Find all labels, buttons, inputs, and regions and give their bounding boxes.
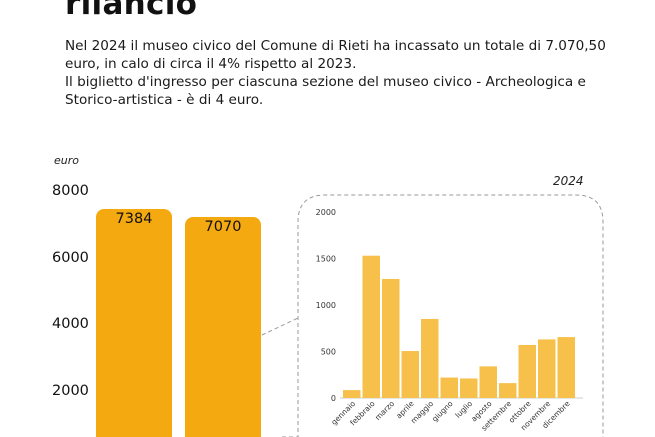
y-tick-label: 2000 <box>52 383 89 399</box>
y-axis-unit-label: euro <box>54 154 79 167</box>
inset-y-tick-label: 2000 <box>316 208 336 217</box>
monthly-bar <box>343 390 361 398</box>
annual-bar <box>96 209 172 437</box>
inset-y-tick-label: 0 <box>331 394 336 403</box>
monthly-bar <box>479 366 497 398</box>
monthly-bar <box>518 344 536 398</box>
inset-y-tick-label: 500 <box>321 348 336 357</box>
intro-line-1: Nel 2024 il museo civico del Comune di R… <box>65 38 606 54</box>
monthly-bar <box>499 383 517 398</box>
monthly-bar <box>362 255 380 398</box>
y-tick-label: 8000 <box>52 183 89 199</box>
monthly-bar <box>440 377 458 398</box>
inset-x-tick-label: giugno <box>430 399 455 424</box>
intro-line-3: Il biglietto d'ingresso per ciascuna sez… <box>65 74 586 90</box>
monthly-bar <box>382 278 400 398</box>
monthly-bar <box>538 339 556 398</box>
inset-y-tick-label: 1000 <box>316 301 336 310</box>
monthly-chart-year-label: 2024 <box>553 174 584 188</box>
connector-line <box>261 317 299 336</box>
intro-line-2: euro, in calo di circa il 4% rispetto al… <box>65 56 357 72</box>
inset-y-tick-label: 1500 <box>316 255 336 264</box>
page-title: rilancio <box>65 0 198 22</box>
annual-bar-data-label: 7070 <box>204 219 242 236</box>
inset-x-tick-label: marzo <box>373 399 396 422</box>
y-tick-label: 4000 <box>52 316 89 332</box>
monthly-bar <box>421 318 439 398</box>
annual-bar <box>185 217 261 437</box>
inset-outline <box>282 194 604 437</box>
monthly-bar <box>460 378 478 398</box>
intro-line-4: Storico-artistica - è di 4 euro. <box>65 92 264 108</box>
monthly-bar <box>401 351 419 398</box>
annual-bar-data-label: 7384 <box>115 211 153 228</box>
y-tick-label: 6000 <box>52 250 89 266</box>
monthly-bar <box>557 337 575 398</box>
